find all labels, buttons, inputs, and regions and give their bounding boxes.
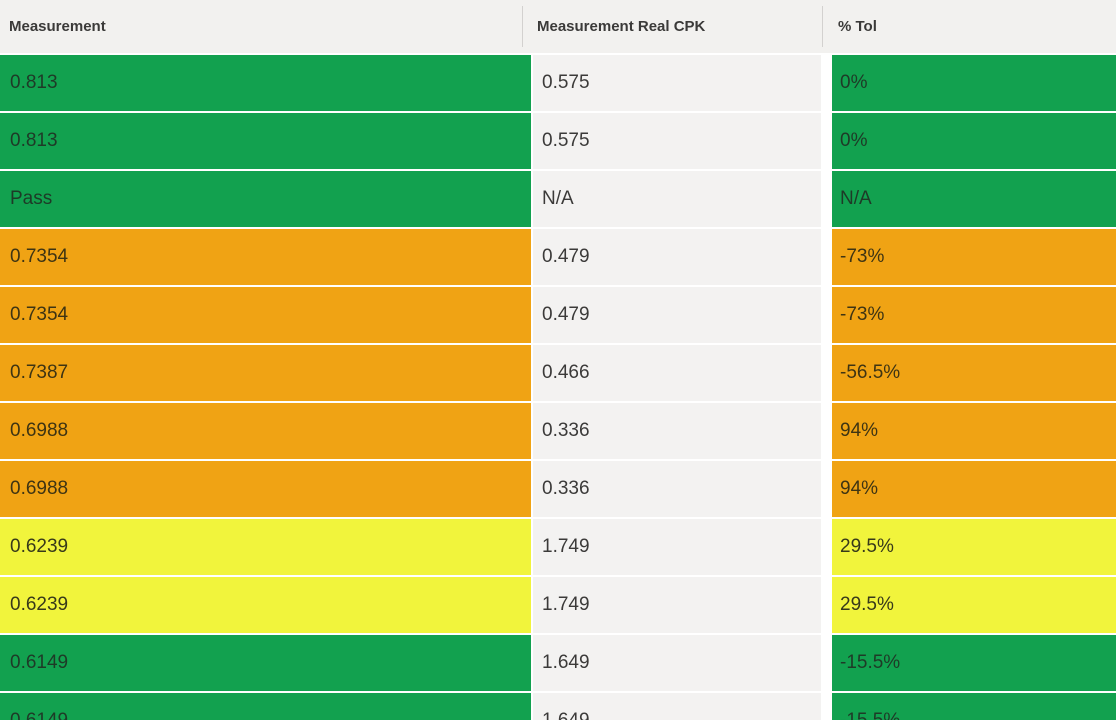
measurement-cell[interactable]: 0.7354 [0,287,531,343]
table-row: 0.7387 0.466 -56.5% [0,345,1116,401]
measurement-cell[interactable]: 0.6149 [0,693,531,720]
column-header-measurement[interactable]: Measurement [9,18,106,35]
pct-tol-cell[interactable]: 0% [832,55,1116,111]
pct-tol-cell[interactable]: -73% [832,287,1116,343]
real-cpk-cell[interactable]: 1.749 [533,519,821,575]
table-row: 0.6988 0.336 94% [0,461,1116,517]
real-cpk-cell[interactable]: 0.336 [533,403,821,459]
real-cpk-cell[interactable]: 1.649 [533,693,821,720]
real-cpk-cell[interactable]: 0.575 [533,55,821,111]
pct-tol-cell[interactable]: -15.5% [832,635,1116,691]
table-header-row: Measurement Measurement Real CPK % Tol [0,0,1116,53]
measurement-cell[interactable]: 0.6239 [0,577,531,633]
measurement-cell[interactable]: 0.7354 [0,229,531,285]
pct-tol-cell[interactable]: N/A [832,171,1116,227]
real-cpk-cell[interactable]: 0.466 [533,345,821,401]
measurement-cell[interactable]: 0.7387 [0,345,531,401]
measurement-cell[interactable]: 0.6149 [0,635,531,691]
table-row: Pass N/A N/A [0,171,1116,227]
pct-tol-cell[interactable]: -73% [832,229,1116,285]
pct-tol-cell[interactable]: 94% [832,403,1116,459]
measurement-cell[interactable]: 0.6988 [0,461,531,517]
table-row: 0.6239 1.749 29.5% [0,519,1116,575]
real-cpk-cell[interactable]: 0.575 [533,113,821,169]
pct-tol-cell[interactable]: -15.5% [832,693,1116,720]
table-row: 0.7354 0.479 -73% [0,287,1116,343]
table-body: 0.813 0.575 0% 0.813 0.575 0% Pass N/A N/A 0.7354… [0,55,1116,720]
real-cpk-cell[interactable]: N/A [533,171,821,227]
pct-tol-cell[interactable]: 0% [832,113,1116,169]
real-cpk-cell[interactable]: 0.336 [533,461,821,517]
pct-tol-cell[interactable]: 29.5% [832,519,1116,575]
real-cpk-cell[interactable]: 1.749 [533,577,821,633]
measurement-cell[interactable]: 0.6239 [0,519,531,575]
measurement-cell[interactable]: 0.813 [0,113,531,169]
table-row: 0.813 0.575 0% [0,113,1116,169]
pct-tol-cell[interactable]: 94% [832,461,1116,517]
column-divider[interactable] [522,6,523,47]
real-cpk-cell[interactable]: 0.479 [533,229,821,285]
column-header-measurement-real-cpk[interactable]: Measurement Real CPK [537,18,706,35]
table-row: 0.7354 0.479 -73% [0,229,1116,285]
real-cpk-cell[interactable]: 1.649 [533,635,821,691]
pct-tol-cell[interactable]: -56.5% [832,345,1116,401]
table-row: 0.813 0.575 0% [0,55,1116,111]
column-header-pct-tol[interactable]: % Tol [838,18,877,35]
measurement-cell[interactable]: Pass [0,171,531,227]
measurement-cell[interactable]: 0.813 [0,55,531,111]
column-divider[interactable] [822,6,823,47]
measurement-cell[interactable]: 0.6988 [0,403,531,459]
pct-tol-cell[interactable]: 29.5% [832,577,1116,633]
table-row: 0.6239 1.749 29.5% [0,577,1116,633]
table-row: 0.6988 0.336 94% [0,403,1116,459]
real-cpk-cell[interactable]: 0.479 [533,287,821,343]
